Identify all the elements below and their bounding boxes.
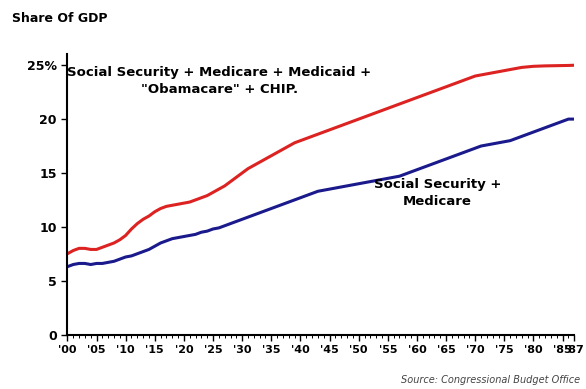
Text: Social Security +
Medicare: Social Security + Medicare: [374, 178, 501, 208]
Text: Social Security + Medicare + Medicaid +
"Obamacare" + CHIP.: Social Security + Medicare + Medicaid + …: [67, 66, 372, 96]
Text: Source: Congressional Budget Office: Source: Congressional Budget Office: [401, 375, 580, 385]
Text: Share Of GDP: Share Of GDP: [12, 12, 107, 25]
